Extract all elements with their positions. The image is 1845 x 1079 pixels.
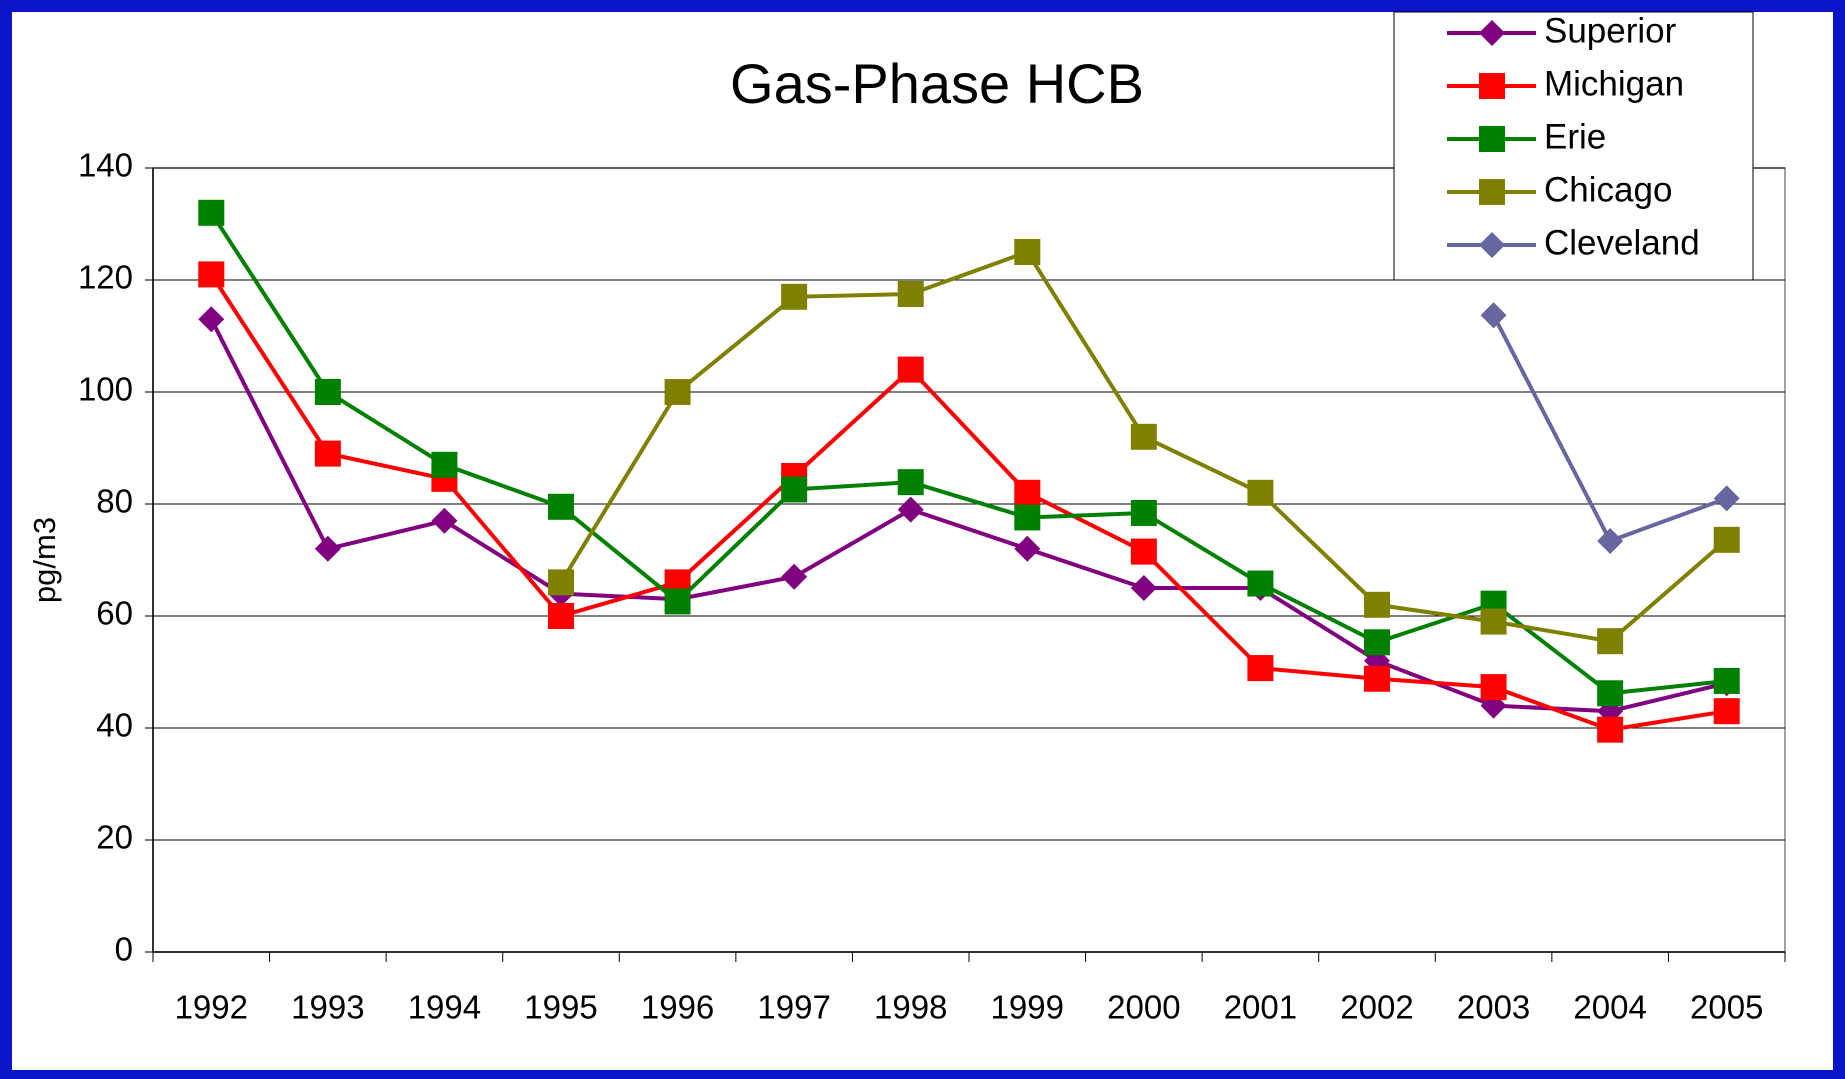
data-point	[314, 535, 341, 562]
data-point	[198, 199, 225, 226]
x-tick-label: 1994	[408, 989, 481, 1026]
data-point	[897, 281, 924, 307]
data-point	[1597, 716, 1624, 743]
x-tick-label: 1995	[524, 989, 597, 1026]
data-point	[1364, 665, 1390, 692]
data-point	[664, 588, 691, 615]
data-point	[1014, 239, 1041, 265]
data-point	[1713, 698, 1740, 725]
data-point	[1480, 674, 1507, 701]
data-point	[1130, 423, 1157, 450]
data-point	[431, 507, 458, 534]
x-tick-label: 2003	[1457, 989, 1530, 1026]
data-point	[314, 440, 341, 467]
legend-label: Erie	[1544, 117, 1606, 156]
data-point	[1014, 479, 1041, 506]
y-axis-label: pg/m3	[27, 517, 62, 603]
data-point	[1597, 628, 1624, 655]
legend-box	[1393, 11, 1754, 281]
y-tick-label: 80	[96, 483, 133, 520]
data-point	[897, 496, 924, 523]
data-point	[781, 476, 808, 503]
x-tick-label: 1992	[175, 989, 248, 1026]
y-tick-label: 60	[96, 595, 133, 632]
series-line	[209, 318, 1728, 714]
data-point	[1597, 527, 1624, 554]
data-point	[1713, 526, 1740, 553]
data-point	[548, 569, 574, 596]
legend-label: Michigan	[1544, 64, 1684, 103]
data-point	[1247, 655, 1274, 682]
legend-label: Cleveland	[1544, 223, 1700, 262]
data-point	[548, 493, 574, 520]
x-tick-label: 2002	[1340, 989, 1413, 1026]
data-point	[1364, 591, 1390, 618]
data-point	[1014, 504, 1041, 531]
data-point	[897, 356, 924, 383]
x-tick-label: 2001	[1224, 989, 1297, 1026]
data-point	[548, 603, 574, 629]
y-tick-label: 100	[78, 371, 133, 408]
legend-marker	[1479, 20, 1505, 46]
x-tick-label: 2000	[1107, 989, 1180, 1026]
legend-marker	[1479, 232, 1505, 258]
data-point	[781, 283, 808, 310]
x-tick-label: 1996	[641, 989, 714, 1026]
x-tick-label: 1997	[757, 989, 830, 1026]
y-tick-label: 140	[78, 147, 133, 184]
legend-marker	[1479, 126, 1505, 152]
data-point	[1713, 485, 1740, 512]
y-tick-label: 40	[96, 707, 133, 744]
x-tick-label: 2005	[1690, 989, 1763, 1026]
legend-label: Superior	[1544, 11, 1677, 50]
series-line	[209, 273, 1728, 732]
legend-label: Chicago	[1544, 170, 1672, 209]
y-tick-label: 0	[115, 931, 133, 968]
data-point	[198, 261, 225, 288]
data-point	[1247, 570, 1274, 597]
y-tick-label: 20	[96, 819, 133, 856]
x-tick-label: 1998	[874, 989, 947, 1026]
data-point	[664, 379, 691, 405]
data-point	[897, 469, 924, 496]
data-point	[1130, 538, 1157, 565]
data-point	[1130, 499, 1157, 526]
x-tick-label: 1993	[291, 989, 364, 1026]
data-point	[1480, 608, 1507, 635]
data-point	[1014, 535, 1041, 562]
y-tick-label: 120	[78, 259, 133, 296]
data-point	[198, 306, 225, 333]
series-line	[209, 211, 1727, 696]
data-point	[314, 379, 341, 405]
data-point	[781, 563, 808, 590]
data-point	[1247, 479, 1274, 506]
legend-marker	[1479, 73, 1505, 99]
data-point	[431, 451, 458, 478]
data-point	[1597, 680, 1624, 707]
data-point	[1130, 575, 1157, 601]
chart-title: Gas-Phase HCB	[730, 52, 1144, 115]
data-point	[1480, 302, 1507, 329]
data-point	[1364, 629, 1390, 656]
x-tick-label: 2004	[1573, 989, 1646, 1026]
legend-marker	[1479, 179, 1505, 205]
data-point	[1713, 667, 1740, 694]
x-tick-label: 1999	[991, 989, 1064, 1026]
